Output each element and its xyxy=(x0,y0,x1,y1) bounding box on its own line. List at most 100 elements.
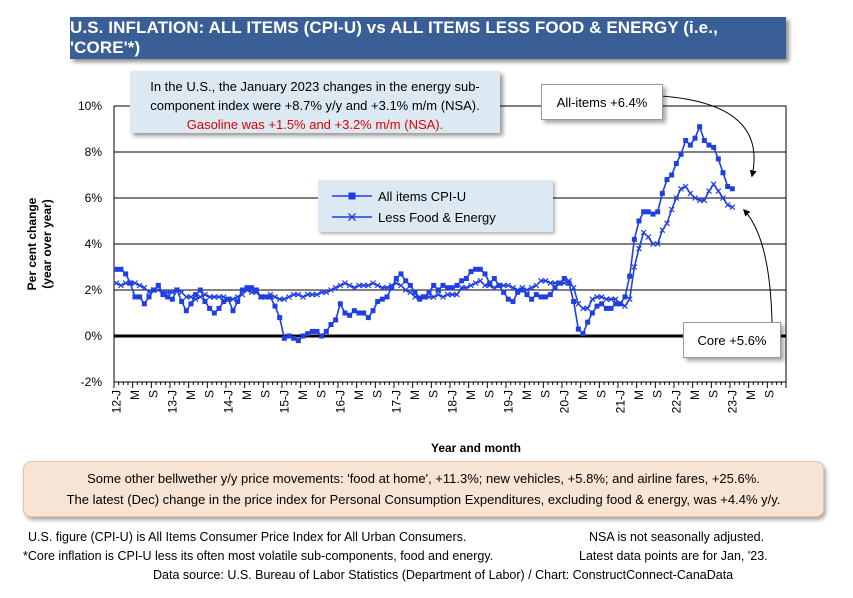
data-point-all-items xyxy=(585,319,591,325)
data-point-core xyxy=(594,293,600,300)
data-point-all-items xyxy=(267,294,273,300)
data-point-core xyxy=(356,282,362,289)
data-point-all-items xyxy=(641,209,647,215)
data-point-core xyxy=(248,289,255,296)
data-point-all-items xyxy=(487,280,493,286)
x-tick-label: M xyxy=(296,390,310,400)
legend-item-core: Less Food & Energy xyxy=(332,208,496,226)
bellwether-note-line1: Some other bellwether y/y price movement… xyxy=(87,471,760,486)
x-tick-label: S xyxy=(651,390,665,398)
data-point-core xyxy=(612,296,619,303)
x-tick-label: M xyxy=(240,390,254,400)
data-point-core xyxy=(496,282,502,289)
data-point-core xyxy=(262,293,269,300)
data-point-core xyxy=(668,206,675,213)
data-point-all-items xyxy=(398,271,404,277)
data-point-core xyxy=(136,282,143,289)
core-arrow xyxy=(743,208,773,323)
data-point-all-items xyxy=(599,301,605,307)
data-point-all-items xyxy=(631,236,637,242)
data-point-core xyxy=(206,293,213,300)
data-point-core xyxy=(584,305,591,312)
data-point-core xyxy=(477,277,484,284)
data-point-core xyxy=(183,293,190,300)
data-point-all-items xyxy=(729,186,735,192)
y-axis-label: Per cent change xyxy=(25,197,39,290)
data-point-all-items xyxy=(239,287,245,293)
data-point-core xyxy=(323,289,330,296)
data-point-all-items xyxy=(505,296,511,302)
data-point-core xyxy=(608,296,614,303)
x-tick-label: M xyxy=(352,390,366,400)
data-point-core xyxy=(304,291,311,298)
data-point-all-items xyxy=(197,287,203,293)
data-point-core xyxy=(160,289,166,296)
data-point-all-items xyxy=(613,301,619,307)
data-point-all-items xyxy=(445,285,451,291)
data-point-all-items xyxy=(342,310,348,316)
x-tick-label: M xyxy=(744,390,758,400)
data-point-all-items xyxy=(538,294,544,300)
data-point-core xyxy=(533,282,540,289)
data-point-core xyxy=(141,284,148,291)
data-point-core xyxy=(468,282,474,289)
data-point-all-items xyxy=(552,285,558,291)
data-point-all-items xyxy=(687,142,693,148)
data-point-all-items xyxy=(244,285,250,291)
data-point-all-items xyxy=(636,218,642,224)
y-tick-label: 4% xyxy=(85,237,103,251)
all-items-callout: All-items +6.4% xyxy=(541,84,663,120)
data-point-core xyxy=(127,280,134,287)
data-point-core xyxy=(398,282,404,289)
data-point-all-items xyxy=(645,209,651,215)
data-point-core xyxy=(216,293,222,300)
y-tick-label: 0% xyxy=(85,329,103,343)
data-point-core xyxy=(346,282,353,289)
data-point-all-items xyxy=(566,280,572,286)
data-point-core xyxy=(286,293,292,300)
y-axis-label-line2: (year over year) xyxy=(40,199,54,288)
data-source: Data source: U.S. Bureau of Labor Statis… xyxy=(153,568,734,582)
data-point-all-items xyxy=(211,310,217,316)
data-point-core xyxy=(640,229,647,236)
data-point-core xyxy=(220,293,227,300)
data-point-all-items xyxy=(435,287,441,293)
data-point-all-items xyxy=(309,328,315,334)
x-tick-label: M xyxy=(632,390,646,400)
data-point-all-items xyxy=(706,142,712,148)
data-point-all-items xyxy=(193,292,199,298)
x-tick-label: M xyxy=(128,390,142,400)
gasoline-note: Gasoline was +1.5% and +3.2% m/m (NSA). xyxy=(186,117,444,132)
data-point-all-items xyxy=(323,328,329,334)
data-point-core xyxy=(155,287,162,293)
data-point-all-items xyxy=(123,271,129,277)
data-point-all-items xyxy=(300,333,306,339)
data-point-all-items xyxy=(669,172,675,178)
data-point-core xyxy=(514,287,521,293)
data-point-all-items xyxy=(132,294,138,300)
data-point-all-items xyxy=(463,276,469,281)
data-point-all-items xyxy=(519,287,525,293)
data-point-core xyxy=(626,296,633,303)
data-point-core xyxy=(454,291,460,298)
data-point-all-items xyxy=(501,289,507,295)
data-point-core xyxy=(720,195,726,201)
energy-note-line2: component index were +8.7% y/y and +3.1%… xyxy=(150,98,480,113)
data-point-core xyxy=(230,296,236,303)
data-point-core xyxy=(412,293,418,300)
footnote-nsa: NSA is not seasonally adjusted. xyxy=(589,530,765,544)
x-tick-label: M xyxy=(520,390,534,400)
data-point-core xyxy=(650,241,656,247)
data-point-all-items xyxy=(407,282,413,288)
data-point-core xyxy=(342,280,348,287)
data-point-all-items xyxy=(188,301,194,307)
core-callout: Core +5.6% xyxy=(683,322,781,358)
x-tick-label: 17-J xyxy=(389,390,403,413)
data-point-core xyxy=(500,282,507,289)
data-point-all-items xyxy=(286,333,292,339)
all-items-arrow xyxy=(660,95,757,178)
legend-item-all-items: All items CPI-U xyxy=(332,187,466,205)
data-point-core xyxy=(687,190,694,197)
data-point-all-items xyxy=(603,305,609,311)
data-point-all-items xyxy=(580,331,586,337)
